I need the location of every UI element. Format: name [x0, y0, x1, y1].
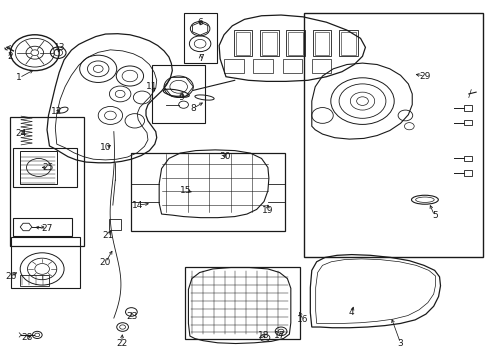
Text: 24: 24 — [16, 129, 27, 138]
Bar — [463, 156, 471, 161]
Text: 14: 14 — [131, 201, 142, 210]
Bar — [262, 32, 276, 55]
Text: 6: 6 — [197, 18, 203, 27]
Bar — [288, 32, 303, 55]
Bar — [260, 31, 278, 56]
Text: 8: 8 — [190, 104, 196, 113]
Bar — [233, 31, 252, 56]
Bar — [282, 59, 302, 73]
Text: 13: 13 — [53, 43, 65, 52]
Bar — [311, 59, 330, 73]
Text: 30: 30 — [219, 152, 230, 161]
Text: 15: 15 — [180, 186, 191, 195]
Bar — [463, 170, 471, 176]
Bar — [338, 31, 357, 56]
Text: 23: 23 — [126, 312, 138, 321]
Text: 20: 20 — [100, 258, 111, 267]
Text: 29: 29 — [418, 72, 430, 81]
Bar — [312, 31, 330, 56]
Bar — [463, 120, 471, 126]
Bar — [224, 59, 243, 73]
Text: 22: 22 — [116, 339, 127, 348]
Text: 27: 27 — [41, 224, 53, 233]
Text: 2: 2 — [8, 52, 13, 61]
Bar — [20, 151, 57, 184]
Bar — [314, 32, 329, 55]
Bar — [20, 275, 49, 286]
Text: 26: 26 — [6, 272, 17, 281]
Text: 1: 1 — [16, 73, 22, 82]
Text: 12: 12 — [51, 107, 62, 116]
Bar — [286, 31, 305, 56]
Text: 17: 17 — [274, 332, 285, 341]
Bar — [183, 13, 216, 63]
Text: 11: 11 — [146, 82, 157, 91]
Bar — [304, 13, 483, 257]
Bar — [11, 237, 80, 288]
Bar — [131, 153, 285, 231]
Bar — [13, 219, 72, 235]
Text: 3: 3 — [397, 339, 403, 348]
Bar — [13, 148, 77, 187]
Text: 9: 9 — [178, 93, 183, 102]
Bar — [253, 59, 272, 73]
Text: 25: 25 — [43, 163, 54, 172]
Text: 4: 4 — [348, 308, 354, 317]
Bar — [152, 65, 205, 123]
Bar — [184, 267, 299, 338]
Text: 19: 19 — [262, 206, 273, 215]
Bar — [340, 32, 355, 55]
Bar — [109, 220, 121, 230]
Text: 10: 10 — [100, 143, 111, 152]
Text: 5: 5 — [431, 211, 437, 220]
Text: 18: 18 — [258, 332, 269, 341]
Bar — [10, 117, 83, 246]
Bar — [235, 32, 250, 55]
Bar — [463, 105, 471, 111]
Text: 21: 21 — [102, 231, 113, 240]
Text: 7: 7 — [197, 54, 203, 63]
Text: 16: 16 — [297, 315, 308, 324]
Text: 28: 28 — [22, 333, 33, 342]
